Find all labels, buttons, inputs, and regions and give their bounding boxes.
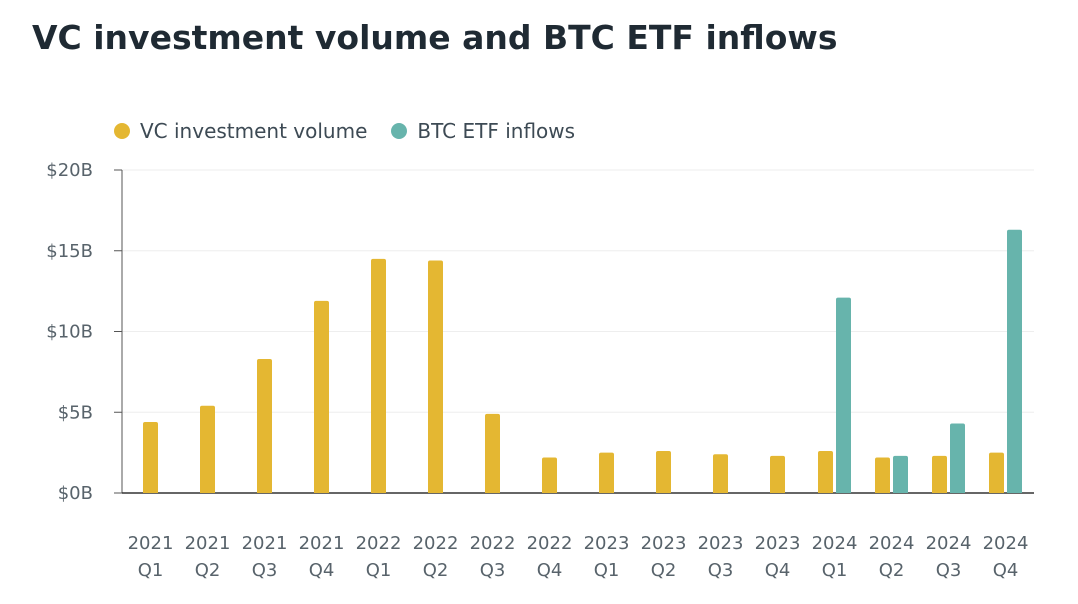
y-tick-label: $10B bbox=[46, 322, 93, 343]
x-tick-label-quarter: Q2 bbox=[423, 560, 449, 581]
legend-label-etf: BTC ETF inflows bbox=[417, 119, 576, 143]
bar-vc bbox=[932, 455, 947, 493]
bar-etf bbox=[950, 423, 965, 493]
x-tick-label-year: 2021 bbox=[299, 533, 345, 554]
bar-vc bbox=[314, 300, 329, 493]
legend-swatch-vc bbox=[114, 123, 130, 139]
bar-vc bbox=[371, 258, 386, 493]
x-tick-label-year: 2023 bbox=[698, 533, 744, 554]
bar-vc bbox=[656, 451, 671, 493]
bar-etf bbox=[1007, 229, 1022, 493]
x-tick-label-year: 2021 bbox=[128, 533, 174, 554]
x-tick-label-quarter: Q1 bbox=[594, 560, 620, 581]
bar-vc bbox=[875, 457, 890, 493]
x-tick-label-quarter: Q1 bbox=[138, 560, 164, 581]
x-tick-label-year: 2023 bbox=[755, 533, 801, 554]
x-tick-label-quarter: Q3 bbox=[252, 560, 278, 581]
bar-vc bbox=[818, 451, 833, 493]
x-tick-label-quarter: Q4 bbox=[537, 560, 563, 581]
y-tick-label: $20B bbox=[46, 160, 93, 181]
x-tick-label-year: 2024 bbox=[869, 533, 915, 554]
x-tick-label-year: 2022 bbox=[470, 533, 516, 554]
x-tick-label-year: 2024 bbox=[812, 533, 858, 554]
bar-vc bbox=[257, 358, 272, 493]
x-tick-label-year: 2023 bbox=[584, 533, 630, 554]
legend-item-etf: BTC ETF inflows bbox=[391, 119, 575, 143]
x-tick-label-quarter: Q3 bbox=[708, 560, 734, 581]
x-tick-label-quarter: Q2 bbox=[195, 560, 221, 581]
x-tick-label-quarter: Q4 bbox=[309, 560, 335, 581]
bar-vc bbox=[599, 452, 614, 493]
x-tick-label-quarter: Q4 bbox=[993, 560, 1019, 581]
x-tick-label-year: 2022 bbox=[527, 533, 573, 554]
bar-vc bbox=[428, 260, 443, 493]
x-tick-label-quarter: Q1 bbox=[822, 560, 848, 581]
y-tick-label: $0B bbox=[58, 483, 93, 504]
legend-item-vc: VC investment volume bbox=[114, 119, 367, 143]
x-tick-label-quarter: Q3 bbox=[936, 560, 962, 581]
bar-vc bbox=[200, 405, 215, 493]
y-tick-label: $15B bbox=[46, 241, 93, 262]
legend: VC investment volume BTC ETF inflows bbox=[114, 116, 599, 146]
x-tick-label-quarter: Q2 bbox=[879, 560, 905, 581]
x-tick-label-quarter: Q2 bbox=[651, 560, 677, 581]
bar-vc bbox=[770, 455, 785, 493]
y-tick-label: $5B bbox=[58, 402, 93, 423]
bar-etf bbox=[836, 297, 851, 493]
legend-label-vc: VC investment volume bbox=[140, 119, 368, 143]
legend-swatch-etf bbox=[391, 123, 408, 139]
bar-vc bbox=[485, 413, 500, 493]
x-tick-label-year: 2022 bbox=[356, 533, 402, 554]
bar-vc bbox=[143, 421, 158, 493]
x-tick-label-quarter: Q3 bbox=[480, 560, 506, 581]
x-tick-label-year: 2022 bbox=[413, 533, 459, 554]
x-tick-label-year: 2024 bbox=[983, 533, 1029, 554]
bar-etf bbox=[893, 455, 908, 493]
bar-vc bbox=[713, 454, 728, 493]
x-tick-label-quarter: Q4 bbox=[765, 560, 791, 581]
x-tick-label-year: 2024 bbox=[926, 533, 972, 554]
bar-vc bbox=[542, 457, 557, 493]
x-tick-label-quarter: Q1 bbox=[366, 560, 392, 581]
bar-vc bbox=[989, 452, 1004, 493]
x-tick-label-year: 2023 bbox=[641, 533, 687, 554]
chart-title: VC investment volume and BTC ETF inflows bbox=[32, 18, 838, 57]
x-tick-label-year: 2021 bbox=[185, 533, 231, 554]
x-tick-label-year: 2021 bbox=[242, 533, 288, 554]
